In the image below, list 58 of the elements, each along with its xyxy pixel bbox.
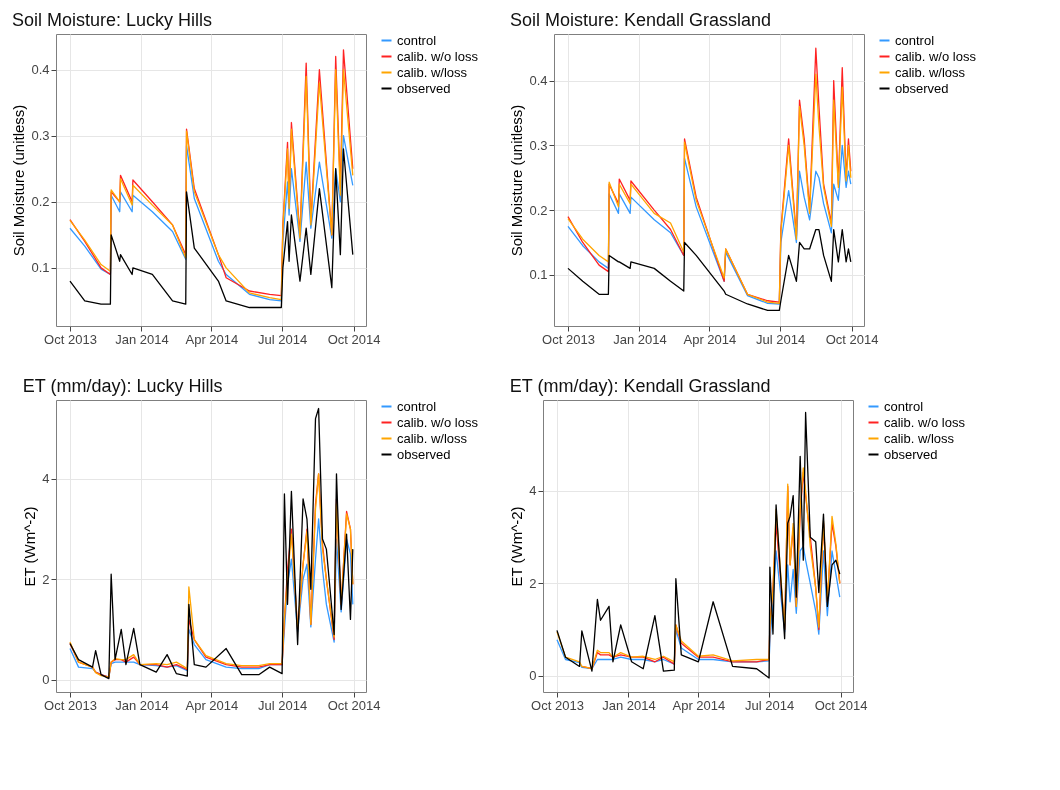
y-tick-label: 0.3: [31, 128, 50, 144]
x-tick-label: Jan 2014: [602, 697, 656, 713]
chart-title: Soil Moisture: Kendall Grassland: [509, 10, 772, 30]
legend-label: control: [397, 32, 437, 48]
legend-label: calib. w/o loss: [895, 48, 977, 64]
x-tick-label: Oct 2013: [542, 331, 595, 347]
x-tick-label: Oct 2013: [44, 697, 97, 713]
x-tick-label: Oct 2013: [44, 331, 97, 347]
y-axis-title: Soil Moisture (unitless): [508, 104, 526, 257]
y-tick-label: 4: [529, 483, 537, 499]
y-tick-label: 0.2: [529, 202, 548, 218]
legend-label: calib. w/o loss: [397, 414, 479, 430]
legend-label: calib. w/loss: [884, 430, 955, 446]
y-tick-label: 0: [42, 672, 50, 688]
x-tick-label: Jul 2014: [258, 697, 308, 713]
x-tick-label: Jan 2014: [115, 331, 169, 347]
x-tick-label: Oct 2014: [327, 697, 381, 713]
x-tick-label: Apr 2014: [185, 697, 239, 713]
y-tick-label: 0.2: [31, 194, 50, 210]
legend-label: observed: [397, 446, 451, 462]
x-tick-label: Jan 2014: [613, 331, 667, 347]
x-tick-label: Oct 2013: [531, 697, 584, 713]
y-tick-label: 0.1: [529, 267, 548, 283]
x-tick-label: Apr 2014: [672, 697, 726, 713]
legend-label: calib. w/o loss: [884, 414, 966, 430]
chart-title: ET (mm/day): Lucky Hills: [22, 376, 223, 396]
y-axis-title: ET (Wm^-2): [21, 506, 39, 587]
legend-label: observed: [895, 80, 949, 96]
legend-label: control: [884, 398, 924, 414]
chart-title: Soil Moisture: Lucky Hills: [11, 10, 212, 30]
legend-label: control: [895, 32, 935, 48]
y-tick-label: 0.4: [529, 73, 548, 89]
y-tick-label: 0.3: [529, 137, 548, 153]
y-tick-label: 0.4: [31, 62, 50, 78]
x-tick-label: Apr 2014: [185, 331, 239, 347]
x-tick-label: Oct 2014: [814, 697, 868, 713]
chart-title: ET (mm/day): Kendall Grassland: [509, 376, 771, 396]
legend-label: calib. w/loss: [895, 64, 966, 80]
y-tick-label: 2: [529, 575, 537, 591]
legend-label: calib. w/loss: [397, 430, 468, 446]
x-tick-label: Jul 2014: [756, 331, 806, 347]
y-tick-label: 4: [42, 471, 50, 487]
y-tick-label: 0.1: [31, 260, 50, 276]
x-tick-label: Jul 2014: [745, 697, 795, 713]
y-axis-title: ET (Wm^-2): [508, 506, 526, 587]
legend-label: observed: [884, 446, 938, 462]
y-tick-label: 2: [42, 571, 50, 587]
x-tick-label: Apr 2014: [683, 331, 737, 347]
x-tick-label: Oct 2014: [825, 331, 879, 347]
legend-label: calib. w/o loss: [397, 48, 479, 64]
y-axis-title: Soil Moisture (unitless): [10, 104, 28, 257]
legend-label: control: [397, 398, 437, 414]
x-tick-label: Oct 2014: [327, 331, 381, 347]
y-tick-label: 0: [529, 668, 537, 684]
x-tick-label: Jan 2014: [115, 697, 169, 713]
x-tick-label: Jul 2014: [258, 331, 308, 347]
legend-label: observed: [397, 80, 451, 96]
legend-label: calib. w/loss: [397, 64, 468, 80]
